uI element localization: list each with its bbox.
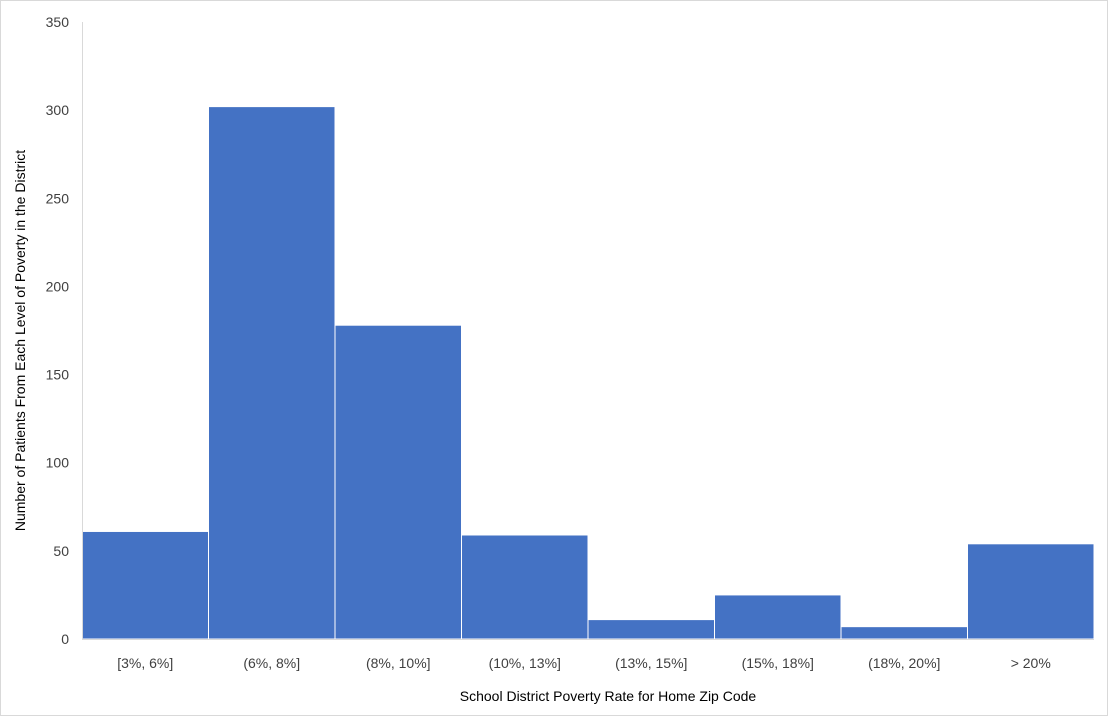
bar-7 xyxy=(967,543,1095,640)
x-tick-label: [3%, 6%] xyxy=(117,655,173,671)
x-tick-label: (18%, 20%] xyxy=(868,655,940,671)
x-tick-label: (10%, 13%] xyxy=(489,655,561,671)
bar-4 xyxy=(587,619,715,640)
y-tick-labels: 0 50 100 150 200 250 300 350 xyxy=(46,14,70,647)
y-tick-label: 50 xyxy=(53,543,69,559)
y-tick-label: 300 xyxy=(46,102,70,118)
bar-2 xyxy=(334,324,462,640)
y-axis-title: Number of Patients From Each Level of Po… xyxy=(12,150,28,531)
bar-0 xyxy=(81,530,209,640)
y-tick-label: 100 xyxy=(46,455,70,471)
y-tick-label: 200 xyxy=(46,278,70,294)
y-tick-label: 350 xyxy=(46,14,70,30)
bar-5 xyxy=(714,594,842,640)
x-tick-label: > 20% xyxy=(1011,655,1051,671)
x-tick-labels: [3%, 6%] (6%, 8%] (8%, 10%] (10%, 13%] (13%,… xyxy=(117,655,1051,671)
x-tick-label: (6%, 8%] xyxy=(243,655,300,671)
x-tick-label: (15%, 18%] xyxy=(742,655,814,671)
y-tick-label: 0 xyxy=(61,631,69,647)
bar-3 xyxy=(461,534,589,640)
x-axis-title: School District Poverty Rate for Home Zi… xyxy=(460,688,757,704)
x-tick-label: (8%, 10%] xyxy=(366,655,431,671)
bar-6 xyxy=(840,626,968,640)
bar-1 xyxy=(208,106,336,640)
bars-layer xyxy=(81,106,1095,640)
y-tick-label: 150 xyxy=(46,367,70,383)
y-tick-label: 250 xyxy=(46,190,70,206)
x-tick-label: (13%, 15%] xyxy=(615,655,687,671)
